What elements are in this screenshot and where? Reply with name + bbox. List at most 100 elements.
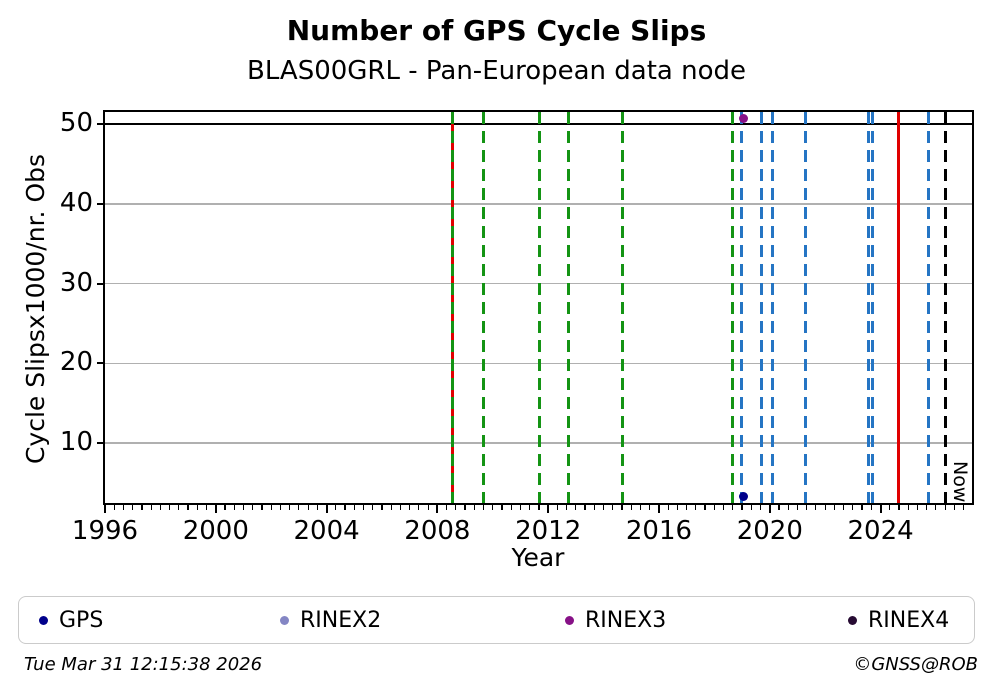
legend: GPS RINEX2 RINEX3 RINEX4: [18, 596, 975, 644]
y-tick: [97, 122, 103, 125]
x-minor-tick: [566, 505, 568, 510]
x-minor-tick: [935, 505, 937, 510]
x-minor-tick: [418, 505, 420, 510]
x-minor-tick: [122, 505, 125, 510]
x-major-tick: [214, 505, 217, 513]
legend-label: RINEX2: [300, 607, 382, 633]
timestamp: Tue Mar 31 12:15:38 2026: [24, 654, 263, 675]
legend-marker-gps-icon: [39, 615, 48, 625]
y-axis: [97, 112, 103, 503]
x-minor-tick: [759, 505, 762, 510]
x-minor-tick: [261, 505, 263, 510]
x-major-tick: [325, 505, 328, 513]
event-line: [481, 112, 485, 503]
y-tick-label: 10: [59, 427, 93, 458]
event-line: [760, 112, 764, 503]
x-minor-tick: [796, 505, 798, 510]
x-axis-label: Year: [511, 543, 565, 572]
x-minor-tick: [344, 505, 346, 510]
x-minor-tick: [464, 505, 466, 510]
x-minor-tick: [510, 505, 512, 510]
x-minor-tick: [787, 505, 789, 510]
x-minor-tick: [492, 505, 494, 510]
y-tick: [97, 362, 103, 365]
x-minor-tick: [427, 505, 429, 510]
x-minor-tick: [289, 505, 291, 510]
legend-item-rinex4: RINEX4: [848, 597, 949, 643]
x-minor-tick: [381, 505, 383, 510]
credit: ©GNSS@ROB: [853, 654, 978, 675]
x-minor-tick: [778, 505, 780, 510]
event-line: [804, 112, 808, 503]
x-minor-tick: [159, 505, 161, 510]
x-minor-tick: [409, 505, 411, 510]
x-tick-label: 1996: [71, 516, 139, 546]
x-major-tick: [436, 505, 439, 513]
x-minor-tick: [722, 505, 725, 510]
event-line: [538, 112, 542, 503]
x-axis: [104, 505, 972, 515]
event-line: [740, 112, 744, 503]
x-minor-tick: [649, 505, 651, 510]
x-minor-tick: [676, 505, 678, 510]
event-line: [897, 112, 901, 503]
x-tick-label: 2020: [736, 516, 803, 546]
x-major-tick: [657, 505, 660, 513]
x-minor-tick: [372, 505, 374, 510]
x-minor-tick: [178, 505, 180, 510]
x-minor-tick: [445, 505, 448, 510]
y-tick-label: 20: [59, 347, 93, 378]
x-minor-tick: [612, 505, 614, 510]
x-minor-tick: [806, 505, 808, 510]
x-major-tick: [879, 505, 882, 513]
x-minor-tick: [455, 505, 457, 510]
x-minor-tick: [963, 505, 965, 510]
x-minor-tick: [575, 505, 577, 510]
x-tick-label: 2000: [182, 516, 249, 546]
event-line: [871, 112, 875, 503]
x-tick-label: 2004: [293, 516, 360, 546]
x-minor-tick: [556, 505, 558, 510]
x-minor-tick: [196, 505, 198, 510]
y-tick: [97, 442, 103, 445]
x-minor-tick: [907, 505, 909, 510]
event-line: [771, 112, 775, 503]
x-minor-tick: [630, 505, 632, 510]
legend-item-gps: GPS: [39, 597, 103, 643]
event-line: [944, 112, 948, 503]
x-minor-tick: [270, 505, 272, 510]
event-line: [620, 112, 624, 503]
x-minor-tick: [584, 505, 586, 510]
x-minor-tick: [252, 505, 254, 510]
x-tick-label: 2008: [404, 516, 471, 546]
legend-label: RINEX4: [868, 607, 950, 633]
x-minor-tick: [362, 505, 365, 510]
x-minor-tick: [593, 505, 595, 510]
x-minor-tick: [916, 505, 919, 510]
legend-item-rinex2: RINEX2: [280, 597, 381, 643]
now-label: Now: [948, 460, 971, 502]
x-minor-tick: [953, 505, 955, 510]
legend-item-rinex3: RINEX3: [565, 597, 666, 643]
x-minor-tick: [316, 505, 318, 510]
x-minor-tick: [150, 505, 152, 510]
event-line: [927, 112, 931, 503]
event-line: [731, 112, 735, 503]
x-minor-tick: [473, 505, 475, 510]
x-minor-tick: [390, 505, 392, 510]
y-tick: [97, 282, 103, 285]
x-minor-tick: [842, 505, 845, 510]
x-minor-tick: [824, 505, 826, 510]
x-tick-label: 2024: [847, 516, 914, 546]
x-minor-tick: [861, 505, 863, 510]
data-point-rinex3: [739, 113, 749, 123]
x-minor-tick: [750, 505, 752, 510]
x-minor-tick: [205, 505, 208, 510]
x-minor-tick: [224, 505, 226, 510]
x-minor-tick: [713, 505, 715, 510]
plot-area: Now: [103, 110, 974, 505]
data-point-gps: [739, 492, 749, 502]
x-minor-tick: [187, 505, 189, 510]
chart-subtitle: BLAS00GRL - Pan-European data node: [246, 56, 747, 86]
